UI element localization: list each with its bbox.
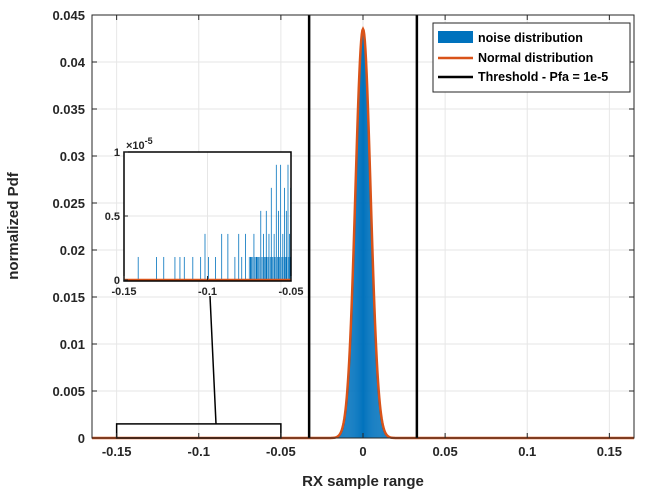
y-axis-label: normalized Pdf — [5, 171, 22, 280]
histogram-bar — [347, 385, 349, 438]
x-tick-label: -0.05 — [266, 444, 296, 459]
y-tick-label: 0.025 — [52, 196, 85, 211]
inset-y-ticks: 00.51 — [105, 147, 128, 287]
histogram-bar — [364, 50, 366, 439]
histogram-bar — [377, 385, 379, 438]
histogram-bar — [348, 369, 350, 438]
histogram-bar — [373, 305, 375, 438]
legend-label-normal: Normal distribution — [478, 51, 593, 65]
histogram-bar — [361, 36, 363, 439]
x-tick-label: -0.1 — [188, 444, 210, 459]
histogram-bar — [376, 369, 378, 438]
histogram-bar — [341, 429, 343, 438]
histogram-bar — [363, 36, 365, 439]
histogram-bar — [371, 248, 373, 438]
histogram-bar — [357, 121, 359, 438]
histogram-bar — [370, 216, 372, 438]
inset-y-exponent: ×10-5 — [126, 136, 153, 152]
inset-x-tick-label: -0.1 — [198, 286, 217, 298]
x-tick-label: 0.05 — [432, 444, 457, 459]
inset-plot: -0.15 -0.1 -0.05 00.51 ×10-5 — [105, 136, 304, 298]
histogram-bar — [342, 426, 344, 438]
histogram-bar — [383, 429, 385, 438]
histogram-bar — [349, 351, 351, 438]
histogram-bar — [350, 329, 352, 438]
histogram-bar — [354, 216, 356, 438]
histogram-bar — [355, 184, 357, 438]
y-tick-label: 0.01 — [60, 337, 85, 352]
y-tick-label: 0.02 — [60, 243, 85, 258]
x-tick-label: 0.15 — [597, 444, 622, 459]
legend-swatch-noise — [438, 31, 473, 43]
histogram-bar — [351, 305, 353, 438]
histogram-bar — [344, 415, 346, 438]
x-tick-label: 0.1 — [518, 444, 536, 459]
inset-x-tick-label: -0.05 — [278, 286, 303, 298]
histogram-bar — [367, 121, 369, 438]
y-tick-label: 0.035 — [52, 102, 85, 117]
histogram-bar — [343, 421, 345, 438]
histogram-bar — [365, 69, 367, 439]
y-tick-label: 0.03 — [60, 149, 85, 164]
threshold-lines — [307, 15, 419, 438]
histogram-bar — [375, 351, 377, 438]
zoom-connector-line — [209, 295, 217, 424]
inset-y-tick-label: 1 — [114, 147, 120, 159]
histogram-bar — [353, 248, 355, 438]
inset-x-tick-label: -0.15 — [111, 286, 136, 298]
inset-y-tick-label: 0 — [114, 275, 120, 287]
histogram-bar — [340, 432, 342, 438]
y-tick-label: 0.015 — [52, 290, 85, 305]
histogram-bar — [382, 426, 384, 438]
histogram-bar — [372, 277, 374, 438]
legend-label-noise: noise distribution — [478, 31, 583, 45]
histogram-bar — [381, 421, 383, 438]
y-tick-label: 0.04 — [60, 55, 86, 70]
x-axis-ticks: -0.15 -0.1 -0.05 0 0.05 0.1 0.15 — [102, 15, 622, 459]
histogram-bar — [366, 93, 368, 438]
inset-y-tick-label: 0.5 — [105, 211, 120, 223]
histogram-bar — [362, 29, 363, 439]
x-tick-label: -0.15 — [102, 444, 132, 459]
histogram-bar — [368, 152, 370, 438]
histogram-bar — [345, 407, 347, 438]
legend-label-threshold: Threshold - Pfa = 1e-5 — [478, 70, 608, 84]
histogram-bar — [380, 415, 382, 438]
histogram-bar — [378, 397, 380, 438]
legend: noise distribution Normal distribution T… — [432, 22, 631, 93]
histogram-bar — [356, 152, 358, 438]
y-axis-ticks: 0 0.005 0.01 0.015 0.02 0.025 0.03 0.035 0.04 0.0… — [52, 8, 634, 446]
histogram-bar — [374, 329, 376, 438]
histogram-bar — [346, 397, 348, 438]
histogram-bar — [359, 69, 361, 439]
y-tick-label: 0.005 — [52, 384, 85, 399]
histogram-bar — [384, 432, 386, 438]
histogram-bar — [379, 407, 381, 438]
histogram-bar — [360, 50, 362, 439]
y-tick-label: 0 — [78, 431, 85, 446]
noise-distribution-histogram — [332, 29, 394, 439]
histogram-bar — [369, 184, 371, 438]
histogram-bar — [358, 93, 360, 438]
histogram-bar — [352, 277, 354, 438]
y-tick-label: 0.045 — [52, 8, 85, 23]
x-axis-label: RX sample range — [302, 473, 424, 490]
histogram-bar — [363, 29, 364, 439]
inset-x-ticks: -0.15 -0.1 -0.05 — [111, 276, 304, 298]
x-tick-label: 0 — [359, 444, 366, 459]
